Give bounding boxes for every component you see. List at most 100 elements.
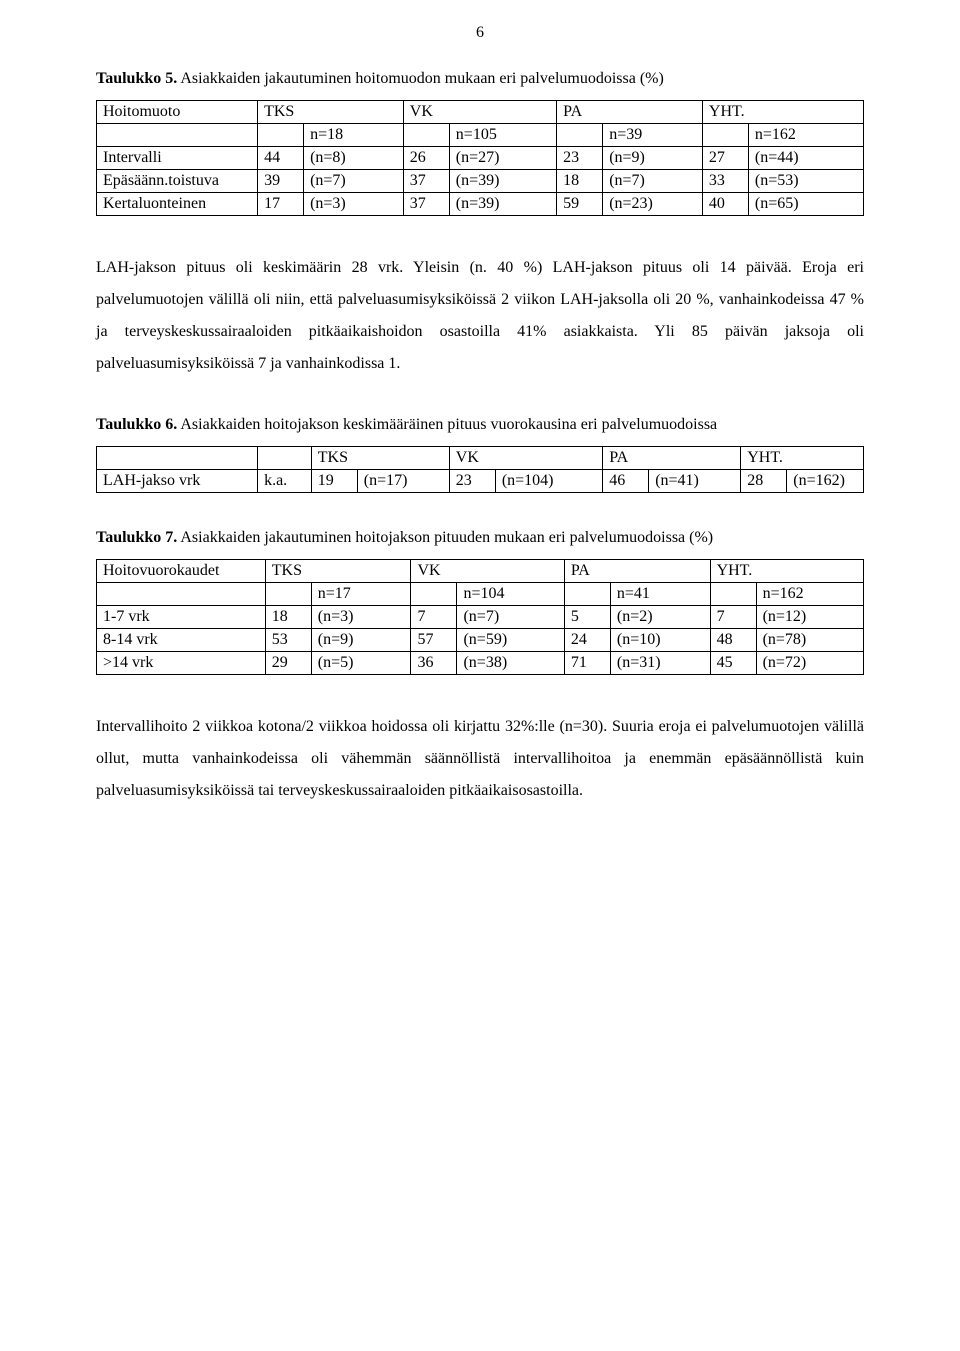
table-row: Hoitovuorokaudet TKS VK PA YHT. bbox=[97, 560, 864, 583]
cell bbox=[564, 583, 610, 606]
table5-caption: Taulukko 5. Asiakkaiden jakautuminen hoi… bbox=[96, 70, 864, 88]
cell: TKS bbox=[311, 447, 449, 470]
cell: (n=23) bbox=[603, 193, 703, 216]
cell bbox=[265, 583, 311, 606]
cell: YHT. bbox=[702, 101, 863, 124]
table-row: Kertaluonteinen 17 (n=3) 37 (n=39) 59 (n… bbox=[97, 193, 864, 216]
cell bbox=[97, 583, 266, 606]
cell: 71 bbox=[564, 652, 610, 675]
cell: (n=27) bbox=[449, 147, 556, 170]
cell: k.a. bbox=[258, 470, 312, 493]
cell: Hoitomuoto bbox=[97, 101, 258, 124]
table-row: >14 vrk 29 (n=5) 36 (n=38) 71 (n=31) 45 … bbox=[97, 652, 864, 675]
cell: (n=9) bbox=[603, 147, 703, 170]
table7: Hoitovuorokaudet TKS VK PA YHT. n=17 n=1… bbox=[96, 559, 864, 675]
table6-caption: Taulukko 6. Asiakkaiden hoitojakson kesk… bbox=[96, 416, 864, 434]
cell: (n=12) bbox=[756, 606, 863, 629]
page-number: 6 bbox=[96, 24, 864, 42]
cell: (n=5) bbox=[311, 652, 411, 675]
cell bbox=[97, 447, 258, 470]
cell: 18 bbox=[265, 606, 311, 629]
cell: 24 bbox=[564, 629, 610, 652]
cell: 40 bbox=[702, 193, 748, 216]
cell: n=162 bbox=[748, 124, 863, 147]
cell: 37 bbox=[403, 170, 449, 193]
table-row: TKS VK PA YHT. bbox=[97, 447, 864, 470]
paragraph-2: Intervallihoito 2 viikkoa kotona/2 viikk… bbox=[96, 711, 864, 807]
cell: 33 bbox=[702, 170, 748, 193]
cell: (n=41) bbox=[649, 470, 741, 493]
cell: 53 bbox=[265, 629, 311, 652]
cell bbox=[411, 583, 457, 606]
cell: 7 bbox=[411, 606, 457, 629]
cell: Epäsäänn.toistuva bbox=[97, 170, 258, 193]
cell: PA bbox=[557, 101, 703, 124]
cell: 57 bbox=[411, 629, 457, 652]
cell: 8-14 vrk bbox=[97, 629, 266, 652]
cell: (n=39) bbox=[449, 193, 556, 216]
cell: 23 bbox=[557, 147, 603, 170]
cell: (n=78) bbox=[756, 629, 863, 652]
table-row: n=17 n=104 n=41 n=162 bbox=[97, 583, 864, 606]
cell bbox=[403, 124, 449, 147]
table5-caption-label: Taulukko 5. bbox=[96, 70, 177, 87]
cell: n=41 bbox=[610, 583, 710, 606]
cell: 27 bbox=[702, 147, 748, 170]
cell: 17 bbox=[258, 193, 304, 216]
page: 6 Taulukko 5. Asiakkaiden jakautuminen h… bbox=[0, 0, 960, 1351]
cell: PA bbox=[603, 447, 741, 470]
cell: (n=9) bbox=[311, 629, 411, 652]
cell: (n=162) bbox=[787, 470, 864, 493]
table-row: 8-14 vrk 53 (n=9) 57 (n=59) 24 (n=10) 48… bbox=[97, 629, 864, 652]
table-row: n=18 n=105 n=39 n=162 bbox=[97, 124, 864, 147]
cell: (n=3) bbox=[311, 606, 411, 629]
table-row: LAH-jakso vrk k.a. 19 (n=17) 23 (n=104) … bbox=[97, 470, 864, 493]
cell: (n=10) bbox=[610, 629, 710, 652]
cell: VK bbox=[449, 447, 602, 470]
table-row: 1-7 vrk 18 (n=3) 7 (n=7) 5 (n=2) 7 (n=12… bbox=[97, 606, 864, 629]
cell: n=105 bbox=[449, 124, 556, 147]
table7-caption: Taulukko 7. Asiakkaiden jakautuminen hoi… bbox=[96, 529, 864, 547]
cell: (n=104) bbox=[495, 470, 602, 493]
table7-caption-label: Taulukko 7. bbox=[96, 529, 177, 546]
cell bbox=[557, 124, 603, 147]
cell: (n=65) bbox=[748, 193, 863, 216]
cell: n=104 bbox=[457, 583, 564, 606]
cell: 48 bbox=[710, 629, 756, 652]
cell: (n=17) bbox=[357, 470, 449, 493]
cell: LAH-jakso vrk bbox=[97, 470, 258, 493]
cell: (n=2) bbox=[610, 606, 710, 629]
cell: 28 bbox=[741, 470, 787, 493]
table5: Hoitomuoto TKS VK PA YHT. n=18 n=105 n=3… bbox=[96, 100, 864, 216]
cell bbox=[702, 124, 748, 147]
cell: (n=59) bbox=[457, 629, 564, 652]
cell: TKS bbox=[265, 560, 411, 583]
cell: TKS bbox=[258, 101, 404, 124]
cell: n=17 bbox=[311, 583, 411, 606]
cell: VK bbox=[411, 560, 564, 583]
table6: TKS VK PA YHT. LAH-jakso vrk k.a. 19 (n=… bbox=[96, 446, 864, 493]
cell bbox=[710, 583, 756, 606]
cell: (n=7) bbox=[304, 170, 404, 193]
table-row: Hoitomuoto TKS VK PA YHT. bbox=[97, 101, 864, 124]
cell: VK bbox=[403, 101, 556, 124]
cell: 26 bbox=[403, 147, 449, 170]
cell: 37 bbox=[403, 193, 449, 216]
paragraph-1: LAH-jakson pituus oli keskimäärin 28 vrk… bbox=[96, 252, 864, 380]
cell: YHT. bbox=[710, 560, 863, 583]
cell: n=39 bbox=[603, 124, 703, 147]
cell: PA bbox=[564, 560, 710, 583]
cell: (n=7) bbox=[603, 170, 703, 193]
cell bbox=[258, 124, 304, 147]
cell: 18 bbox=[557, 170, 603, 193]
cell: (n=7) bbox=[457, 606, 564, 629]
cell: (n=53) bbox=[748, 170, 863, 193]
cell bbox=[258, 447, 312, 470]
table-row: Intervalli 44 (n=8) 26 (n=27) 23 (n=9) 2… bbox=[97, 147, 864, 170]
cell: 45 bbox=[710, 652, 756, 675]
cell: 59 bbox=[557, 193, 603, 216]
cell: (n=3) bbox=[304, 193, 404, 216]
table5-caption-text: Asiakkaiden jakautuminen hoitomuodon muk… bbox=[177, 70, 664, 87]
cell: Kertaluonteinen bbox=[97, 193, 258, 216]
cell: 19 bbox=[311, 470, 357, 493]
